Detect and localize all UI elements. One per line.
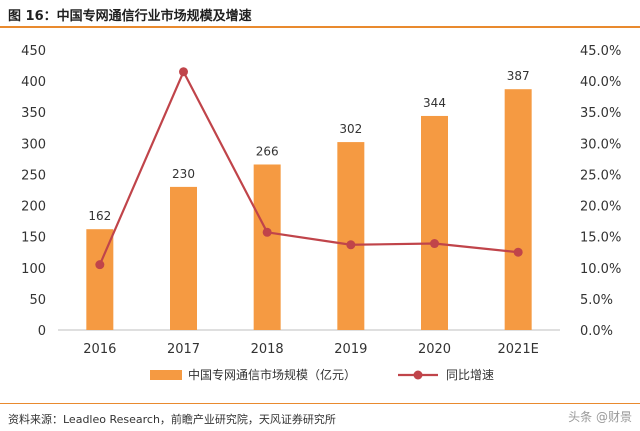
- y-left-tick-label: 100: [21, 262, 46, 277]
- bar-value-label: 302: [339, 122, 362, 136]
- y-right-tick-label: 30.0%: [580, 137, 621, 152]
- legend-marker-line: [413, 370, 423, 380]
- x-tick-label: 2016: [83, 342, 116, 357]
- x-tick-label: 2019: [334, 342, 367, 357]
- x-tick-label: 2020: [418, 342, 451, 357]
- growth-line: [98, 70, 519, 266]
- y-left-tick-label: 350: [21, 106, 46, 121]
- bar: [337, 142, 365, 330]
- y-right-tick-label: 10.0%: [580, 262, 621, 277]
- x-tick-label: 2017: [167, 342, 200, 357]
- bar-value-label: 162: [88, 209, 111, 223]
- growth-point: [262, 227, 272, 237]
- chart-title: 图 16：中国专网通信行业市场规模及增速: [8, 9, 252, 24]
- y-right-tick-label: 45.0%: [580, 44, 621, 59]
- y-right-tick-label: 15.0%: [580, 231, 621, 246]
- source-bar: 资料来源：Leadleo Research，前瞻产业研究院，天风证券研究所 头条…: [0, 403, 640, 431]
- y-left-tick-label: 50: [29, 293, 46, 308]
- y-right-tick-label: 25.0%: [580, 168, 621, 183]
- watermark: 头条 @财景: [568, 410, 632, 424]
- source-note: 资料来源：Leadleo Research，前瞻产业研究院，天风证券研究所: [8, 413, 336, 426]
- growth-point: [513, 247, 523, 257]
- y-left-tick-label: 300: [21, 137, 46, 152]
- bar: [253, 164, 281, 330]
- title-bar: 图 16：中国专网通信行业市场规模及增速: [0, 0, 640, 28]
- bar-value-label: 344: [423, 96, 446, 110]
- y-right-tick-label: 20.0%: [580, 200, 621, 215]
- growth-point: [346, 240, 356, 250]
- y-left-tick-label: 150: [21, 231, 46, 246]
- legend-label-line: 同比增速: [446, 368, 494, 382]
- growth-point: [95, 260, 105, 270]
- y-left-tick-label: 200: [21, 200, 46, 215]
- legend-swatch-bar: [150, 370, 182, 380]
- y-right-tick-label: 40.0%: [580, 75, 621, 90]
- growth-point: [430, 239, 439, 249]
- x-tick-label: 2021E: [498, 342, 539, 357]
- y-left-tick-label: 0: [38, 324, 46, 339]
- y-right-tick-label: 5.0%: [580, 293, 613, 308]
- y-left-tick-label: 450: [21, 44, 46, 59]
- bar: [421, 115, 448, 330]
- x-tick-label: 2018: [251, 342, 284, 357]
- y-left-tick-label: 250: [21, 168, 46, 183]
- bar-value-label: 387: [507, 69, 530, 83]
- chart-area: 0 50 100 150 200 250 300 350 400 450 0.0% 5.0% 10.0%…: [0, 28, 640, 404]
- y-right-tick-label: 35.0%: [580, 106, 621, 121]
- legend-label-bar: 中国专网通信市场规模（亿元）: [188, 367, 356, 382]
- bar-value-label: 266: [256, 144, 279, 158]
- growth-point: [179, 67, 188, 77]
- bar: [170, 186, 197, 330]
- y-left-tick-label: 400: [21, 75, 46, 90]
- combo-chart: 0 50 100 150 200 250 300 350 400 450 0.0% 5.0% 10.0%…: [21, 44, 621, 382]
- bar: [504, 89, 532, 330]
- bar-value-label: 230: [172, 167, 195, 181]
- y-right-tick-label: 0.0%: [580, 324, 613, 339]
